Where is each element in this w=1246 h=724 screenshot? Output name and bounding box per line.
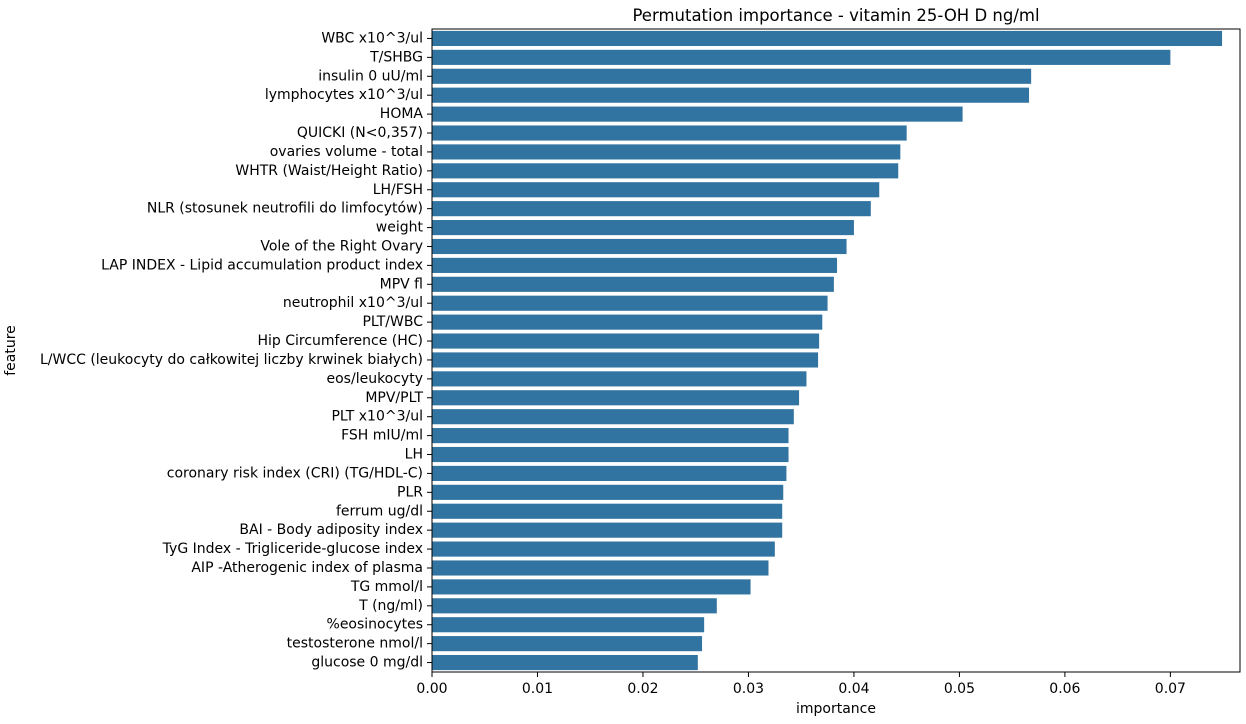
bar (432, 238, 847, 255)
y-tick-label: HOMA (380, 106, 424, 122)
bar (432, 220, 854, 236)
y-tick-label: ferrum ug/dl (336, 503, 423, 519)
bar (432, 579, 751, 595)
bar (432, 371, 807, 387)
y-tick-label: PLT x10^3/ul (331, 409, 423, 425)
x-tick-label: 0.03 (733, 681, 764, 697)
bar (432, 314, 823, 330)
bar (432, 125, 907, 141)
y-tick-label: L/WCC (leukocyty do całkowitej liczby kr… (40, 352, 423, 368)
x-axis-label: importance (796, 701, 876, 717)
bar (432, 257, 838, 273)
y-tick-label: neutrophil x10^3/ul (283, 295, 423, 311)
bar (432, 144, 901, 160)
y-tick-label: TG mmol/l (350, 579, 423, 595)
bar (432, 49, 1171, 65)
bars-group (432, 30, 1223, 671)
y-tick-label: ovaries volume - total (270, 144, 423, 160)
y-tick-label: insulin 0 uU/ml (318, 68, 423, 84)
bar (432, 201, 871, 217)
bar (432, 295, 828, 311)
bar (432, 617, 705, 633)
bar (432, 484, 784, 500)
bar (432, 598, 717, 614)
x-axis-ticks: 0.00 0.01 0.02 0.03 0.04 0.05 0.06 0.07 (416, 672, 1186, 697)
bar (432, 352, 819, 368)
bar (432, 106, 963, 122)
plot-border (431, 28, 1241, 673)
bar (432, 503, 783, 519)
y-tick-label: FSH mIU/ml (341, 428, 423, 444)
y-tick-label: eos/leukocyty (327, 371, 424, 387)
y-tick-label: PLR (397, 484, 423, 500)
bar (432, 636, 703, 652)
x-tick-label: 0.04 (838, 681, 869, 697)
y-tick-label: LH (405, 447, 423, 463)
y-tick-label: Hip Circumference (HC) (257, 333, 423, 349)
bar (432, 68, 1032, 84)
bar (432, 446, 789, 463)
bar (432, 163, 899, 179)
y-tick-label: TyG Index - Trigliceride-glucose index (162, 541, 423, 557)
bar (432, 409, 794, 425)
x-tick-label: 0.07 (1155, 681, 1186, 697)
y-tick-label: MPV fl (380, 276, 423, 292)
x-tick-label: 0.06 (1049, 681, 1080, 697)
y-tick-label: weight (376, 220, 424, 236)
y-tick-label: lymphocytes x10^3/ul (265, 87, 423, 103)
bar (432, 390, 800, 406)
bar (432, 560, 769, 576)
bar (432, 333, 820, 349)
x-tick-label: 0.00 (416, 681, 447, 697)
plot-frame (431, 28, 1241, 673)
y-tick-label: T (ng/ml) (358, 598, 423, 614)
x-tick-label: 0.02 (627, 681, 658, 697)
y-tick-label: MPV/PLT (365, 390, 423, 406)
y-tick-label: coronary risk index (CRI) (TG/HDL-C) (167, 465, 423, 481)
bar (432, 30, 1223, 47)
x-tick-label: 0.01 (522, 681, 553, 697)
y-tick-label: PLT/WBC (362, 314, 423, 330)
y-axis-label: feature (3, 325, 19, 376)
bar (432, 522, 783, 538)
y-axis-ticks: WBC x10^3/ul T/SHBG insulin 0 uU/ml lymphoc… (40, 30, 432, 671)
bar (432, 541, 775, 557)
bar (432, 654, 698, 671)
bar (432, 276, 834, 292)
chart-title: Permutation importance - vitamin 25-OH D… (632, 6, 1039, 25)
y-tick-label: WBC x10^3/ul (321, 30, 423, 46)
y-tick-label: NLR (stosunek neutrofili do limfocytów) (147, 201, 423, 217)
y-tick-label: WHTR (Waist/Height Ratio) (235, 163, 423, 179)
y-tick-label: T/SHBG (369, 49, 423, 65)
bar (432, 465, 787, 481)
bar (432, 428, 789, 444)
y-tick-label: glucose 0 mg/dl (311, 655, 423, 671)
bar (432, 182, 880, 198)
y-tick-label: Vole of the Right Ovary (260, 238, 423, 254)
y-tick-label: QUICKI (N<0,357) (297, 125, 423, 141)
y-tick-label: testosterone nmol/l (287, 636, 423, 652)
y-tick-label: LH/FSH (373, 182, 423, 198)
y-tick-label: BAI - Body adiposity index (239, 522, 423, 538)
y-tick-label: LAP INDEX - Lipid accumulation product i… (101, 257, 423, 273)
y-tick-label: AIP -Atherogenic index of plasma (191, 560, 423, 576)
x-tick-label: 0.05 (944, 681, 975, 697)
bar (432, 87, 1030, 103)
y-tick-label: %eosinocytes (327, 617, 423, 633)
